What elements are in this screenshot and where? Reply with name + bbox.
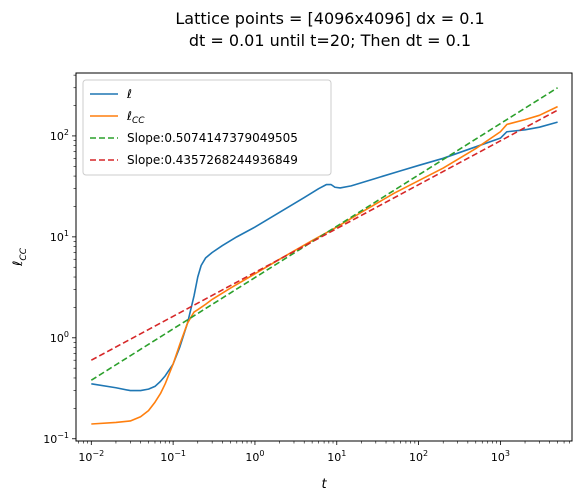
legend-box [82, 79, 332, 176]
x-tick-label: 103 [491, 449, 510, 464]
x-axis-label: t [321, 477, 327, 492]
legend-entries: ℓ ℓCC Slope:0.5074147379049505 Slope:0.4357… [90, 87, 298, 167]
legend-label-1: ℓ [126, 87, 132, 101]
x-tick-label: 101 [327, 449, 346, 464]
plot-frame [75, 72, 573, 442]
x-tick-label: 102 [409, 449, 428, 464]
y-tick-label: 100 [50, 330, 69, 345]
series-line-2 [91, 105, 558, 425]
legend-label-3: Slope:0.5074147379049505 [127, 131, 298, 145]
y-tick-label: 101 [50, 229, 69, 244]
y-tick-label: 10−1 [43, 431, 69, 446]
series-layer [90, 87, 559, 425]
y-axis-label-sub: CC [19, 247, 29, 260]
legend: ℓ ℓCC Slope:0.5074147379049505 Slope:0.4357… [82, 79, 332, 176]
y-tick-label: 102 [50, 128, 69, 143]
x-tick-label: 10−2 [78, 449, 104, 464]
y-axis-label-main: ℓ [11, 261, 26, 267]
x-tick-label: 100 [245, 449, 264, 464]
y-axis-label: ℓCC [11, 247, 29, 267]
chart-subtitle: dt = 0.01 until t=20; Then dt = 0.1 [189, 31, 471, 50]
legend-label-2: ℓCC [126, 109, 145, 126]
legend-label-4: Slope:0.4357268244936849 [127, 153, 298, 167]
series-line-4 [90, 109, 558, 361]
axis-ticks: 10−2 10−1 100 101 102 103 10−1 100 101 102 [43, 74, 570, 464]
series-line-1 [91, 121, 558, 392]
chart-title: Lattice points = [4096x4096] dx = 0.1 [175, 9, 484, 28]
x-tick-label: 10−1 [160, 449, 186, 464]
series-line-3 [90, 87, 559, 381]
